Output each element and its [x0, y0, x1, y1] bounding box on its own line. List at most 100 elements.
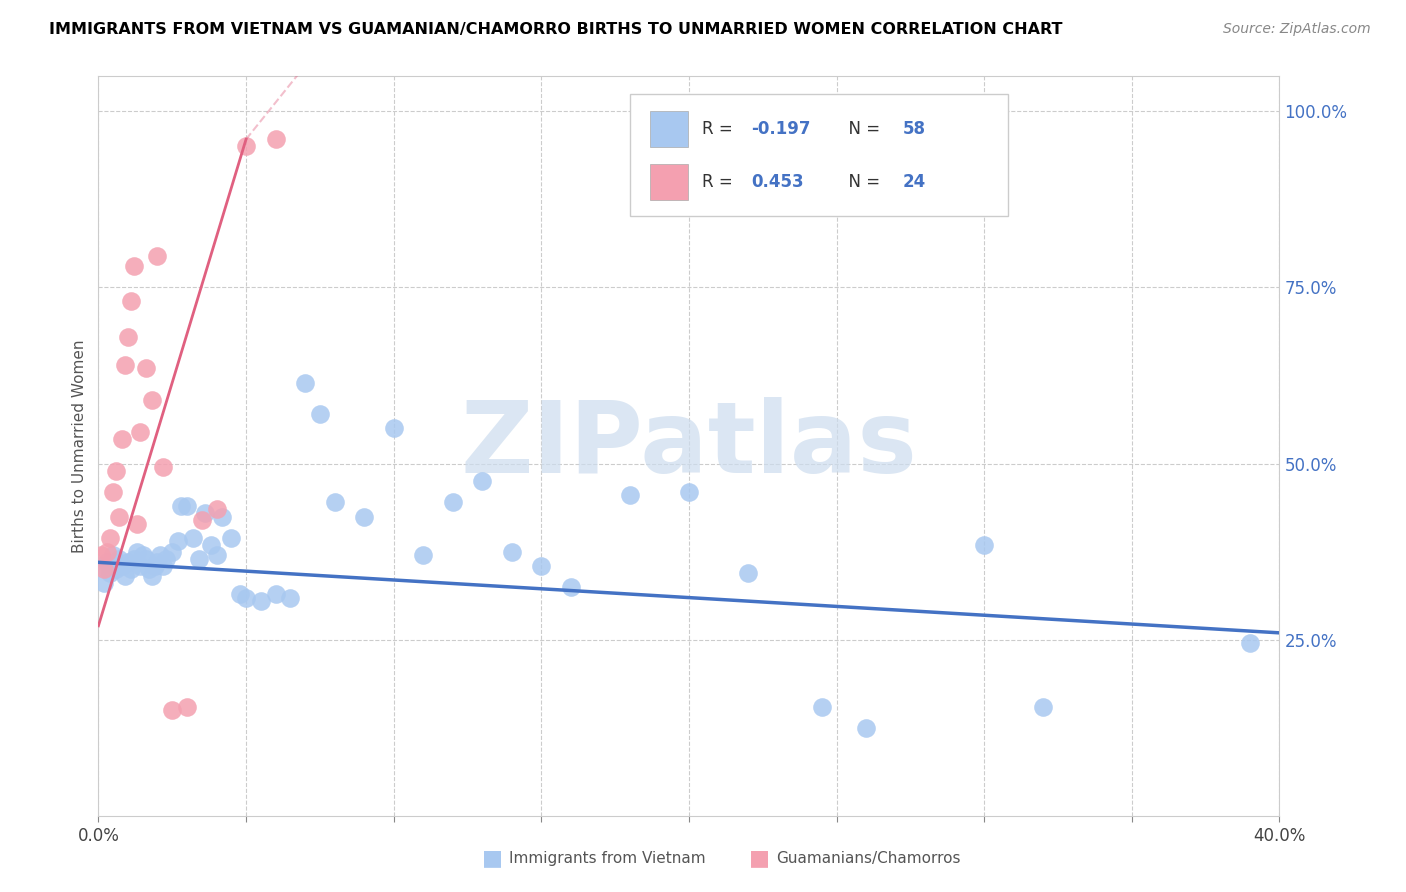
Point: [132, 549, 155, 563]
Point: [125, 545, 148, 559]
Text: -0.197: -0.197: [752, 120, 811, 138]
Point: [194, 506, 217, 520]
Point: [135, 361, 157, 376]
Point: [90, 549, 112, 563]
Point: [1032, 699, 1054, 714]
Point: [143, 558, 166, 573]
Text: 24: 24: [903, 173, 927, 191]
Point: [235, 139, 257, 153]
Point: [90, 558, 112, 573]
Point: [250, 594, 273, 608]
FancyBboxPatch shape: [630, 95, 1008, 217]
Text: Immigrants from Vietnam: Immigrants from Vietnam: [509, 851, 706, 865]
Point: [141, 393, 163, 408]
Point: [441, 495, 464, 509]
Text: ZIPatlas: ZIPatlas: [461, 398, 917, 494]
Point: [138, 562, 160, 576]
Point: [111, 432, 134, 446]
Point: [93, 562, 115, 576]
Y-axis label: Births to Unmarried Women: Births to Unmarried Women: [72, 339, 87, 553]
Point: [382, 421, 405, 435]
Point: [619, 488, 641, 502]
Point: [108, 551, 131, 566]
Point: [501, 545, 523, 559]
Point: [176, 499, 198, 513]
Point: [323, 495, 346, 509]
Point: [152, 460, 174, 475]
Point: [96, 545, 118, 559]
Point: [412, 549, 434, 563]
Point: [353, 509, 375, 524]
Text: N =: N =: [838, 120, 886, 138]
Text: N =: N =: [838, 173, 886, 191]
Point: [205, 549, 228, 563]
Text: ■: ■: [749, 848, 769, 868]
Point: [973, 538, 995, 552]
Point: [111, 558, 134, 573]
Text: 0.453: 0.453: [752, 173, 804, 191]
Point: [117, 329, 139, 343]
Point: [211, 509, 233, 524]
Text: R =: R =: [702, 173, 738, 191]
Point: [810, 699, 832, 714]
Point: [117, 555, 139, 569]
Text: Source: ZipAtlas.com: Source: ZipAtlas.com: [1223, 22, 1371, 37]
Point: [200, 538, 222, 552]
Point: [152, 558, 174, 573]
Text: Guamanians/Chamorros: Guamanians/Chamorros: [776, 851, 960, 865]
Text: ■: ■: [482, 848, 502, 868]
Point: [530, 558, 553, 573]
Point: [229, 587, 252, 601]
Point: [103, 484, 125, 499]
Point: [114, 358, 136, 372]
Point: [103, 549, 125, 563]
Point: [294, 376, 316, 390]
Point: [221, 531, 243, 545]
Point: [141, 569, 163, 583]
Point: [120, 562, 142, 576]
Point: [170, 499, 193, 513]
Point: [135, 551, 157, 566]
Point: [560, 580, 582, 594]
Point: [98, 531, 121, 545]
Point: [309, 407, 332, 421]
Point: [280, 591, 302, 605]
Point: [98, 566, 121, 580]
Point: [122, 259, 145, 273]
Point: [167, 534, 190, 549]
Point: [264, 132, 287, 146]
Point: [162, 703, 183, 717]
Point: [105, 562, 128, 576]
FancyBboxPatch shape: [650, 164, 688, 200]
Point: [149, 549, 172, 563]
Point: [108, 509, 131, 524]
Text: R =: R =: [702, 120, 738, 138]
Text: 58: 58: [903, 120, 925, 138]
Point: [96, 555, 118, 569]
Point: [125, 516, 148, 531]
Point: [737, 566, 759, 580]
Point: [128, 558, 150, 573]
Point: [146, 555, 169, 569]
Point: [187, 551, 209, 566]
Point: [146, 249, 169, 263]
Point: [191, 513, 214, 527]
Point: [114, 569, 136, 583]
FancyBboxPatch shape: [650, 112, 688, 147]
Point: [155, 551, 177, 566]
Point: [105, 464, 128, 478]
Point: [122, 551, 145, 566]
Point: [176, 699, 198, 714]
Point: [93, 576, 115, 591]
Point: [1239, 636, 1261, 650]
Point: [678, 484, 700, 499]
Point: [162, 545, 183, 559]
Point: [120, 294, 142, 309]
Point: [264, 587, 287, 601]
Point: [181, 531, 204, 545]
Point: [235, 591, 257, 605]
Point: [128, 425, 150, 439]
Text: IMMIGRANTS FROM VIETNAM VS GUAMANIAN/CHAMORRO BIRTHS TO UNMARRIED WOMEN CORRELAT: IMMIGRANTS FROM VIETNAM VS GUAMANIAN/CHA…: [49, 22, 1063, 37]
Point: [205, 502, 228, 516]
Point: [855, 721, 877, 735]
